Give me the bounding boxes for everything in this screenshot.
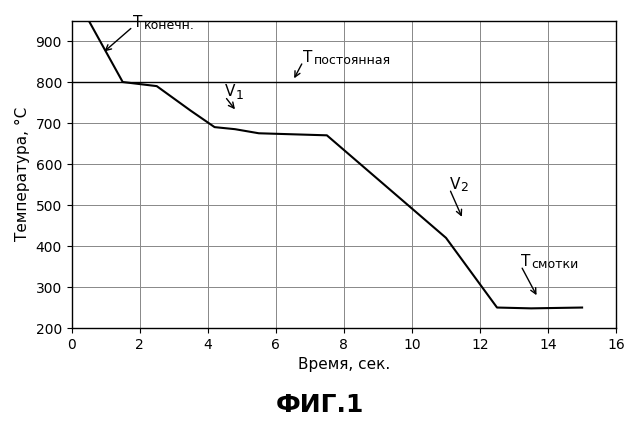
Text: 1: 1 bbox=[236, 88, 244, 101]
Text: 2: 2 bbox=[460, 181, 468, 194]
X-axis label: Время, сек.: Время, сек. bbox=[298, 357, 390, 372]
Y-axis label: Температура, °С: Температура, °С bbox=[15, 107, 30, 241]
Text: постоянная: постоянная bbox=[314, 54, 391, 67]
Text: T: T bbox=[133, 15, 142, 29]
Text: конечн.: конечн. bbox=[144, 19, 195, 32]
Text: смотки: смотки bbox=[532, 258, 579, 271]
Text: ФИГ.1: ФИГ.1 bbox=[276, 393, 364, 417]
Text: V: V bbox=[449, 177, 460, 192]
Text: T: T bbox=[521, 254, 530, 269]
Text: T: T bbox=[303, 50, 312, 64]
Text: V: V bbox=[225, 84, 235, 99]
